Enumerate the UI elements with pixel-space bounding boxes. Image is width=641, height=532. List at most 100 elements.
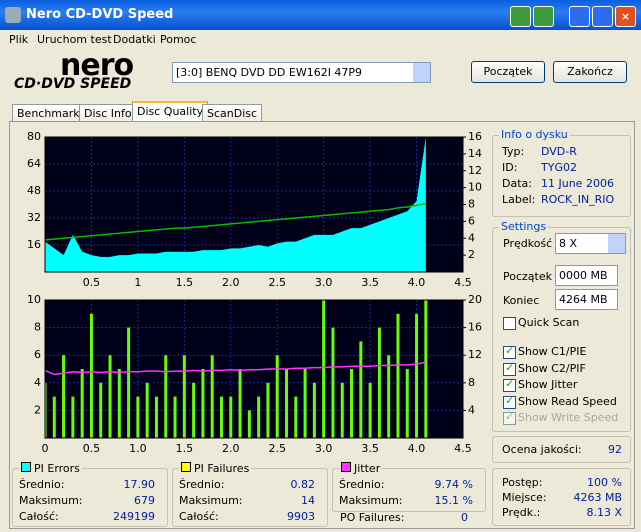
bar — [127, 327, 131, 438]
checkbox[interactable]: ✓ — [503, 377, 516, 392]
bar — [294, 396, 298, 438]
y2-tick-label: 8 — [468, 198, 475, 211]
y-tick-label: 8 — [34, 321, 41, 334]
bar — [424, 300, 428, 438]
bar — [322, 300, 326, 438]
app-icon — [5, 7, 21, 23]
logo-brand: nero — [60, 48, 134, 83]
speed-select[interactable]: 8 X — [555, 233, 626, 254]
tab[interactable]: Disc Info — [79, 104, 137, 122]
x-tick-label: 0.5 — [83, 442, 101, 455]
label: Prędkość — [503, 237, 553, 250]
x-tick-label: 2.0 — [222, 276, 240, 289]
bar — [201, 369, 205, 438]
check-mark: ✓ — [505, 393, 515, 407]
label: Średnio: — [19, 478, 65, 491]
group-title: Jitter — [339, 462, 383, 475]
tab-active[interactable]: Disc Quality — [132, 101, 209, 123]
start-input[interactable]: 0000 MB — [555, 265, 618, 286]
label: Koniec — [503, 294, 540, 307]
tab[interactable]: Benchmark — [12, 104, 85, 122]
value: 8.13 X — [586, 506, 622, 519]
x-tick-label: 2.5 — [268, 442, 286, 455]
tab[interactable]: ScanDisc — [202, 104, 263, 122]
checkbox-label[interactable]: Show C1/PIE — [518, 345, 587, 358]
settings-group: Settings Prędkość 8 X Początek 0000 MB K… — [492, 220, 631, 432]
y2-tick-label: 16 — [468, 130, 482, 143]
end-input[interactable]: 4264 MB — [555, 289, 618, 310]
x-tick-label: 3.5 — [361, 276, 379, 289]
checkbox[interactable]: ✓ — [503, 344, 516, 359]
y-tick-label: 6 — [34, 348, 41, 361]
value: 15.1 % — [434, 494, 473, 507]
y2-tick-label: 16 — [468, 321, 482, 334]
checkbox-label[interactable]: Show C2/PIF — [518, 361, 586, 375]
bar — [238, 369, 242, 438]
bar — [229, 396, 233, 438]
bar — [396, 313, 400, 438]
bar — [331, 327, 335, 438]
label: Postęp: — [502, 476, 543, 489]
menu-item[interactable]: Dodatki — [113, 33, 156, 46]
bar — [415, 313, 419, 438]
bar — [359, 341, 363, 438]
checkbox-label[interactable]: Quick Scan — [518, 316, 580, 329]
window-title: Nero CD-DVD Speed — [26, 7, 174, 22]
drive-select[interactable]: [3:0] BENQ DVD DD EW162I 47P9 — [172, 62, 431, 83]
x-tick-label: 4.5 — [454, 442, 472, 455]
plot-frame — [44, 136, 464, 273]
bar — [210, 355, 214, 438]
menu-item[interactable]: Plik — [9, 33, 29, 46]
dropdown-arrow[interactable] — [608, 234, 625, 253]
bar — [285, 369, 289, 438]
value: TYG02 — [541, 161, 577, 174]
checkbox[interactable]: ✓ — [503, 393, 516, 409]
drive-text: [3:0] BENQ DVD DD EW162I 47P9 — [176, 66, 363, 79]
check-mark: ✓ — [505, 344, 515, 357]
value: 14 — [301, 494, 315, 507]
y-tick-label: 2 — [34, 403, 41, 416]
value: 92 — [608, 443, 622, 456]
bar — [89, 313, 93, 438]
bar — [275, 355, 279, 438]
y2-tick-label: 12 — [468, 164, 482, 177]
bar — [71, 396, 75, 438]
y-tick-label: 4 — [34, 376, 41, 389]
x-tick-label: 4.0 — [408, 276, 426, 289]
dropdown-arrow[interactable] — [413, 63, 430, 82]
bar — [52, 396, 56, 438]
bar — [387, 355, 391, 438]
label: Maksimum: — [179, 494, 243, 507]
y-tick-label: 80 — [27, 130, 41, 143]
progress-box: Postęp: 100 % Miejsce: 4263 MB Prędk.: 8.13 X — [492, 468, 631, 526]
y2-tick-label: 4 — [468, 231, 475, 244]
disc-info-group: Info o dysku — [492, 128, 631, 217]
minimize-button[interactable] — [569, 6, 590, 27]
check-mark: ✓ — [505, 360, 515, 374]
start-button[interactable]: Początek — [471, 61, 545, 83]
label: PO Failures: — [340, 511, 405, 524]
checkbox-label[interactable]: Show Jitter — [518, 378, 578, 391]
exit-button[interactable]: Zakończ — [553, 61, 627, 83]
checkbox[interactable] — [503, 317, 516, 330]
menu-item[interactable]: Pomoc — [160, 33, 197, 46]
stats-box: PI Errors Średnio: 17.90 Maksimum: 679 Całość… — [12, 462, 168, 527]
icon-button[interactable] — [533, 6, 554, 27]
maximize-button[interactable] — [592, 6, 613, 27]
label: Maksimum: — [19, 494, 83, 507]
value: 4263 MB — [573, 491, 622, 504]
check-mark: ✓ — [505, 410, 515, 423]
value: DVD-R — [541, 145, 577, 158]
x-tick-label: 3.0 — [315, 442, 333, 455]
group-title: Settings — [499, 220, 549, 233]
icon-button[interactable] — [510, 6, 531, 27]
checkbox[interactable]: ✓ — [503, 360, 516, 376]
bar — [154, 396, 158, 438]
bar — [377, 327, 381, 438]
menu-item[interactable]: Uruchom test — [37, 33, 112, 46]
y-tick-label: 16 — [27, 238, 41, 251]
close-button[interactable]: × — [615, 6, 636, 27]
legend-swatch — [21, 462, 31, 472]
checkbox-label[interactable]: Show Read Speed — [518, 394, 617, 408]
